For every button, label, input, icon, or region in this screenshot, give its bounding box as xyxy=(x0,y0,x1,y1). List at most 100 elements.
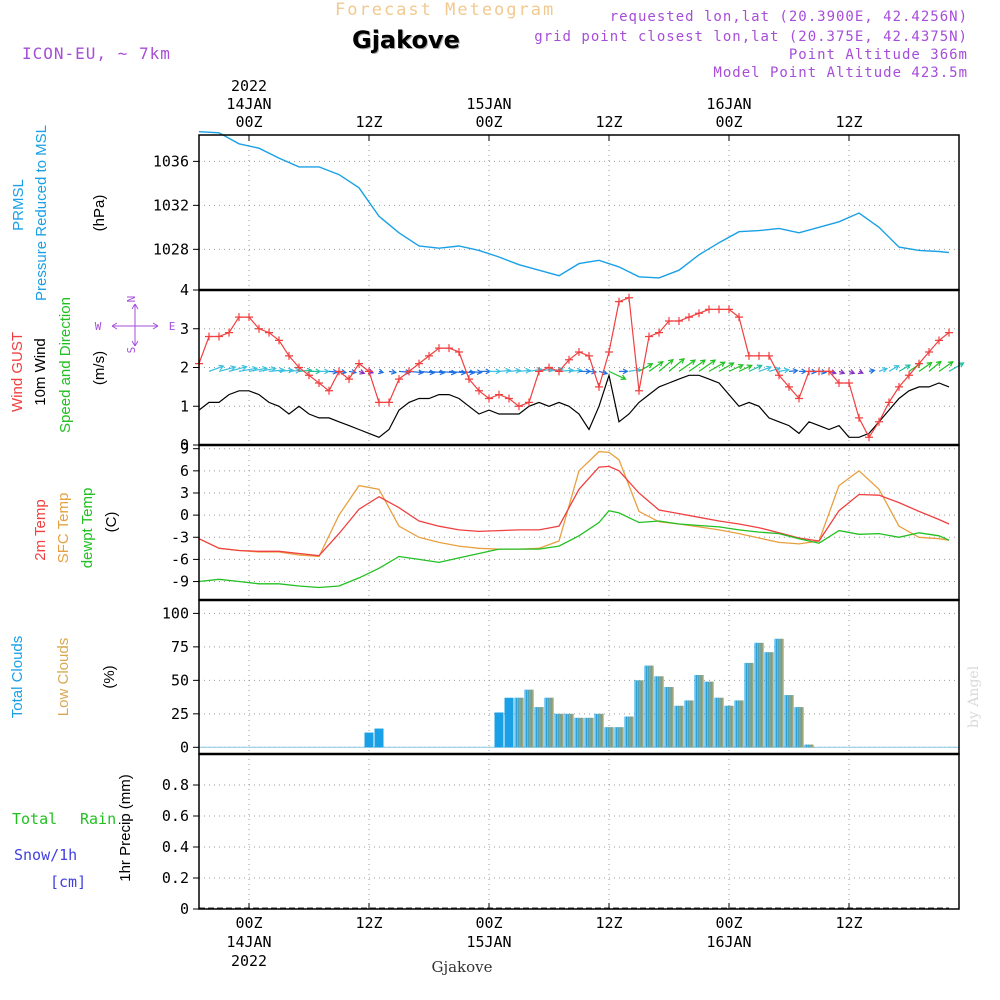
wind-dir-arrow xyxy=(748,364,762,372)
gust-marker xyxy=(315,379,323,387)
gust-marker xyxy=(775,371,783,380)
temp-2m-line xyxy=(198,465,950,557)
compass-n: N xyxy=(125,296,138,303)
wind-dir-arrow xyxy=(248,367,268,372)
wind-dir-arrowhead xyxy=(647,363,654,369)
gust-marker xyxy=(915,359,923,368)
wind-dir-arrow xyxy=(448,370,466,374)
low-cloud-bar-stripe xyxy=(707,681,709,748)
low-cloud-bar-stripe xyxy=(605,727,607,748)
bottom-time-label: 12Z xyxy=(835,914,862,932)
total-cloud-bar xyxy=(704,681,714,748)
low-cloud-bar-stripe xyxy=(731,705,733,748)
wind-dir-arrowhead xyxy=(288,367,295,374)
low-cloud-bar-stripe xyxy=(811,744,813,748)
footer-station: Gjakove xyxy=(431,958,492,976)
low-cloud-bar-stripe xyxy=(679,705,681,748)
gust-marker xyxy=(835,379,843,387)
wind-dir-arrow xyxy=(718,362,734,372)
wind-dir-arrowhead xyxy=(439,369,446,376)
wind-dir-arrow xyxy=(918,362,932,372)
low-cloud-bar-stripe xyxy=(735,700,737,748)
gust-marker xyxy=(515,402,523,411)
panel-frame-precip xyxy=(198,753,960,910)
low-cloud-bar-stripe xyxy=(579,717,581,748)
total-cloud-bar xyxy=(534,707,544,748)
panel-frame-temp xyxy=(198,444,960,601)
wind-dir-arrowhead xyxy=(390,368,398,375)
wind-dir-arrowhead xyxy=(568,367,575,374)
wind-dir-arrowhead xyxy=(935,360,942,367)
low-cloud-bar-stripe xyxy=(619,727,621,748)
gust-marker xyxy=(735,313,743,322)
wind-dir-arrowhead xyxy=(774,366,782,373)
low-cloud-bar-stripe xyxy=(527,689,529,748)
temp-unit: (C) xyxy=(103,512,120,533)
low-cloud-bar-stripe xyxy=(789,695,791,748)
low-cloud-bar-stripe xyxy=(671,687,673,748)
low-cloud-bar-stripe xyxy=(805,744,807,748)
wind-dir-arrowhead xyxy=(690,359,697,365)
ytick-label-precip: 0.4 xyxy=(162,838,189,856)
gust-marker xyxy=(405,367,413,376)
low-cloud-bar-stripe xyxy=(609,727,611,748)
compass-e: E xyxy=(169,320,176,333)
low-cloud-bar-stripe xyxy=(769,652,771,748)
wind-dir-arrowhead xyxy=(830,369,837,375)
gust-marker xyxy=(745,351,753,360)
ytick-label-precip: 0.6 xyxy=(162,807,189,825)
wind-dir-arrow xyxy=(788,370,798,372)
gust-marker xyxy=(375,398,383,407)
ytick-label-wind: 0 xyxy=(180,436,189,454)
wind-dir-arrowhead xyxy=(230,365,237,371)
top-time-label: 12Z xyxy=(595,113,622,131)
ytick-label-pressure: 1036 xyxy=(153,152,189,170)
point-altitude: Point Altitude 366m xyxy=(788,47,968,63)
low-cloud-bar-stripe xyxy=(715,697,717,748)
low-cloud-bar-stripe xyxy=(695,674,697,748)
wind-gust-label: Wind GUST xyxy=(9,332,26,412)
total-cloud-bar xyxy=(374,728,384,748)
total-cloud-bar xyxy=(514,697,524,748)
total-cloud-bar xyxy=(764,652,774,748)
wind-dir-arrow xyxy=(888,365,899,372)
wind-dir-arrowhead xyxy=(418,369,425,376)
low-cloud-bar-stripe xyxy=(589,717,591,748)
low-cloud-bar-stripe xyxy=(625,716,627,748)
total-cloud-bar xyxy=(364,732,374,748)
wind-dir-arrowhead xyxy=(857,368,864,375)
top-time-label: 12Z xyxy=(355,113,382,131)
ytick-label-clouds: 75 xyxy=(171,638,189,656)
low-cloud-bar-stripe xyxy=(555,713,557,748)
low-cloud-bar-stripe xyxy=(611,727,613,748)
low-cloud-bar-stripe xyxy=(631,716,633,748)
ytick-label-temp: -9 xyxy=(171,573,189,591)
wind-dir-arrow xyxy=(738,364,752,372)
gust-marker xyxy=(825,367,833,376)
low-cloud-bar-stripe xyxy=(647,665,649,748)
low-cloud-bar-stripe xyxy=(725,705,727,748)
gust-marker xyxy=(285,351,293,360)
pressure-label-long: Pressure Reduced to MSL xyxy=(33,125,50,301)
ytick-label-precip: 0 xyxy=(180,900,189,918)
gust-marker xyxy=(365,367,373,376)
low-cloud-bar-stripe xyxy=(799,707,801,748)
gust-marker xyxy=(695,309,703,318)
wind-gust-line xyxy=(198,296,950,439)
gust-marker xyxy=(945,328,953,337)
low-cloud-bar-stripe xyxy=(525,689,527,748)
wind-dir-arrow xyxy=(298,369,312,372)
low-cloud-bar-stripe xyxy=(557,713,559,748)
gust-marker xyxy=(815,367,823,376)
low-cloud-bar-stripe xyxy=(565,713,567,748)
top-time-label: 14JAN xyxy=(226,95,271,113)
wind-dir-arrowhead xyxy=(947,361,954,367)
gust-marker xyxy=(295,363,303,372)
ytick-label-temp: 3 xyxy=(180,484,189,502)
low-cloud-bar-stripe xyxy=(575,717,577,748)
gust-marker xyxy=(225,328,233,337)
top-time-label: 16JAN xyxy=(706,95,751,113)
low-cloud-bar-stripe xyxy=(765,652,767,748)
low-cloud-bar-stripe xyxy=(539,707,541,748)
